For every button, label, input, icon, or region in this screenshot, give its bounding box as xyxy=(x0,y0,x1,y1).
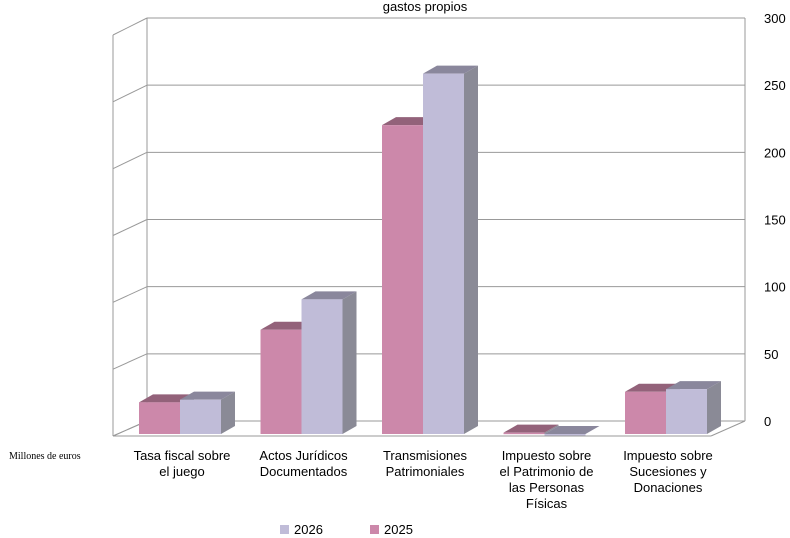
x-tick-label-line: Actos Jurídicos xyxy=(259,448,348,463)
x-tick-label: Impuesto sobre Sucesiones y Donaciones xyxy=(608,448,728,496)
units-label: Millones de euros xyxy=(9,451,81,462)
bar-2026-1 xyxy=(301,291,357,434)
x-tick-label-line: las Personas xyxy=(508,480,585,495)
side-gridline-250 xyxy=(112,84,148,103)
x-tick-label-line: Tasa fiscal sobre xyxy=(133,448,231,463)
x-tick-label: Impuesto sobre el Patrimonio de las Person… xyxy=(487,448,607,512)
x-tick-label-line: Documentados xyxy=(259,464,348,479)
bar-2026-0 xyxy=(180,391,235,434)
side-gridline-100 xyxy=(112,286,148,303)
x-tick-label-line: Patrimoniales xyxy=(385,464,465,479)
legend-label-2026: 2026 xyxy=(294,522,323,537)
y-tick-label: 50 xyxy=(764,347,778,362)
legend: 2026 2025 xyxy=(0,522,790,538)
x-tick-label: Transmisiones Patrimoniales xyxy=(365,448,485,480)
legend-swatch-2025 xyxy=(370,525,379,534)
y-tick-label: 150 xyxy=(764,213,786,228)
x-tick-label-line: Impuesto sobre xyxy=(501,448,592,463)
y-tick-label: 250 xyxy=(764,78,786,93)
x-tick-label-line: el juego xyxy=(159,464,205,479)
x-tick-label: Actos Jurídicos Documentados xyxy=(244,448,364,480)
y-tick-label: 200 xyxy=(764,145,786,160)
bar-2026-2 xyxy=(423,65,478,434)
x-tick-label-line: Donaciones xyxy=(633,480,703,495)
x-tick-label-line: Físicas xyxy=(525,496,568,511)
legend-swatch-2026 xyxy=(280,525,289,534)
bar-2026-4 xyxy=(666,381,721,434)
x-tick-label-line: Sucesiones y xyxy=(629,464,707,479)
legend-item-2025: 2025 xyxy=(370,522,413,537)
x-tick-label-line: Impuesto sobre xyxy=(623,448,713,463)
floor-right-edge xyxy=(710,420,746,437)
y-tick-label: 0 xyxy=(764,414,771,429)
y-tick-label: 100 xyxy=(764,280,786,295)
side-gridline-300 xyxy=(112,17,148,36)
bar-2026-3 xyxy=(544,426,600,436)
x-tick-label-line: el Patrimonio de xyxy=(499,464,594,479)
bar-2025-3 xyxy=(503,424,559,435)
chart-title: gastos propios xyxy=(383,0,468,14)
legend-item-2026: 2026 xyxy=(280,522,323,537)
side-gridline-150 xyxy=(112,219,148,236)
x-tick-label-line: Transmisiones xyxy=(382,448,468,463)
legend-label-2025: 2025 xyxy=(384,522,413,537)
y-tick-label: 300 xyxy=(764,11,786,26)
side-gridline-200 xyxy=(112,151,148,170)
x-tick-label: Tasa fiscal sobre el juego xyxy=(122,448,242,480)
side-gridline-50 xyxy=(112,353,148,370)
